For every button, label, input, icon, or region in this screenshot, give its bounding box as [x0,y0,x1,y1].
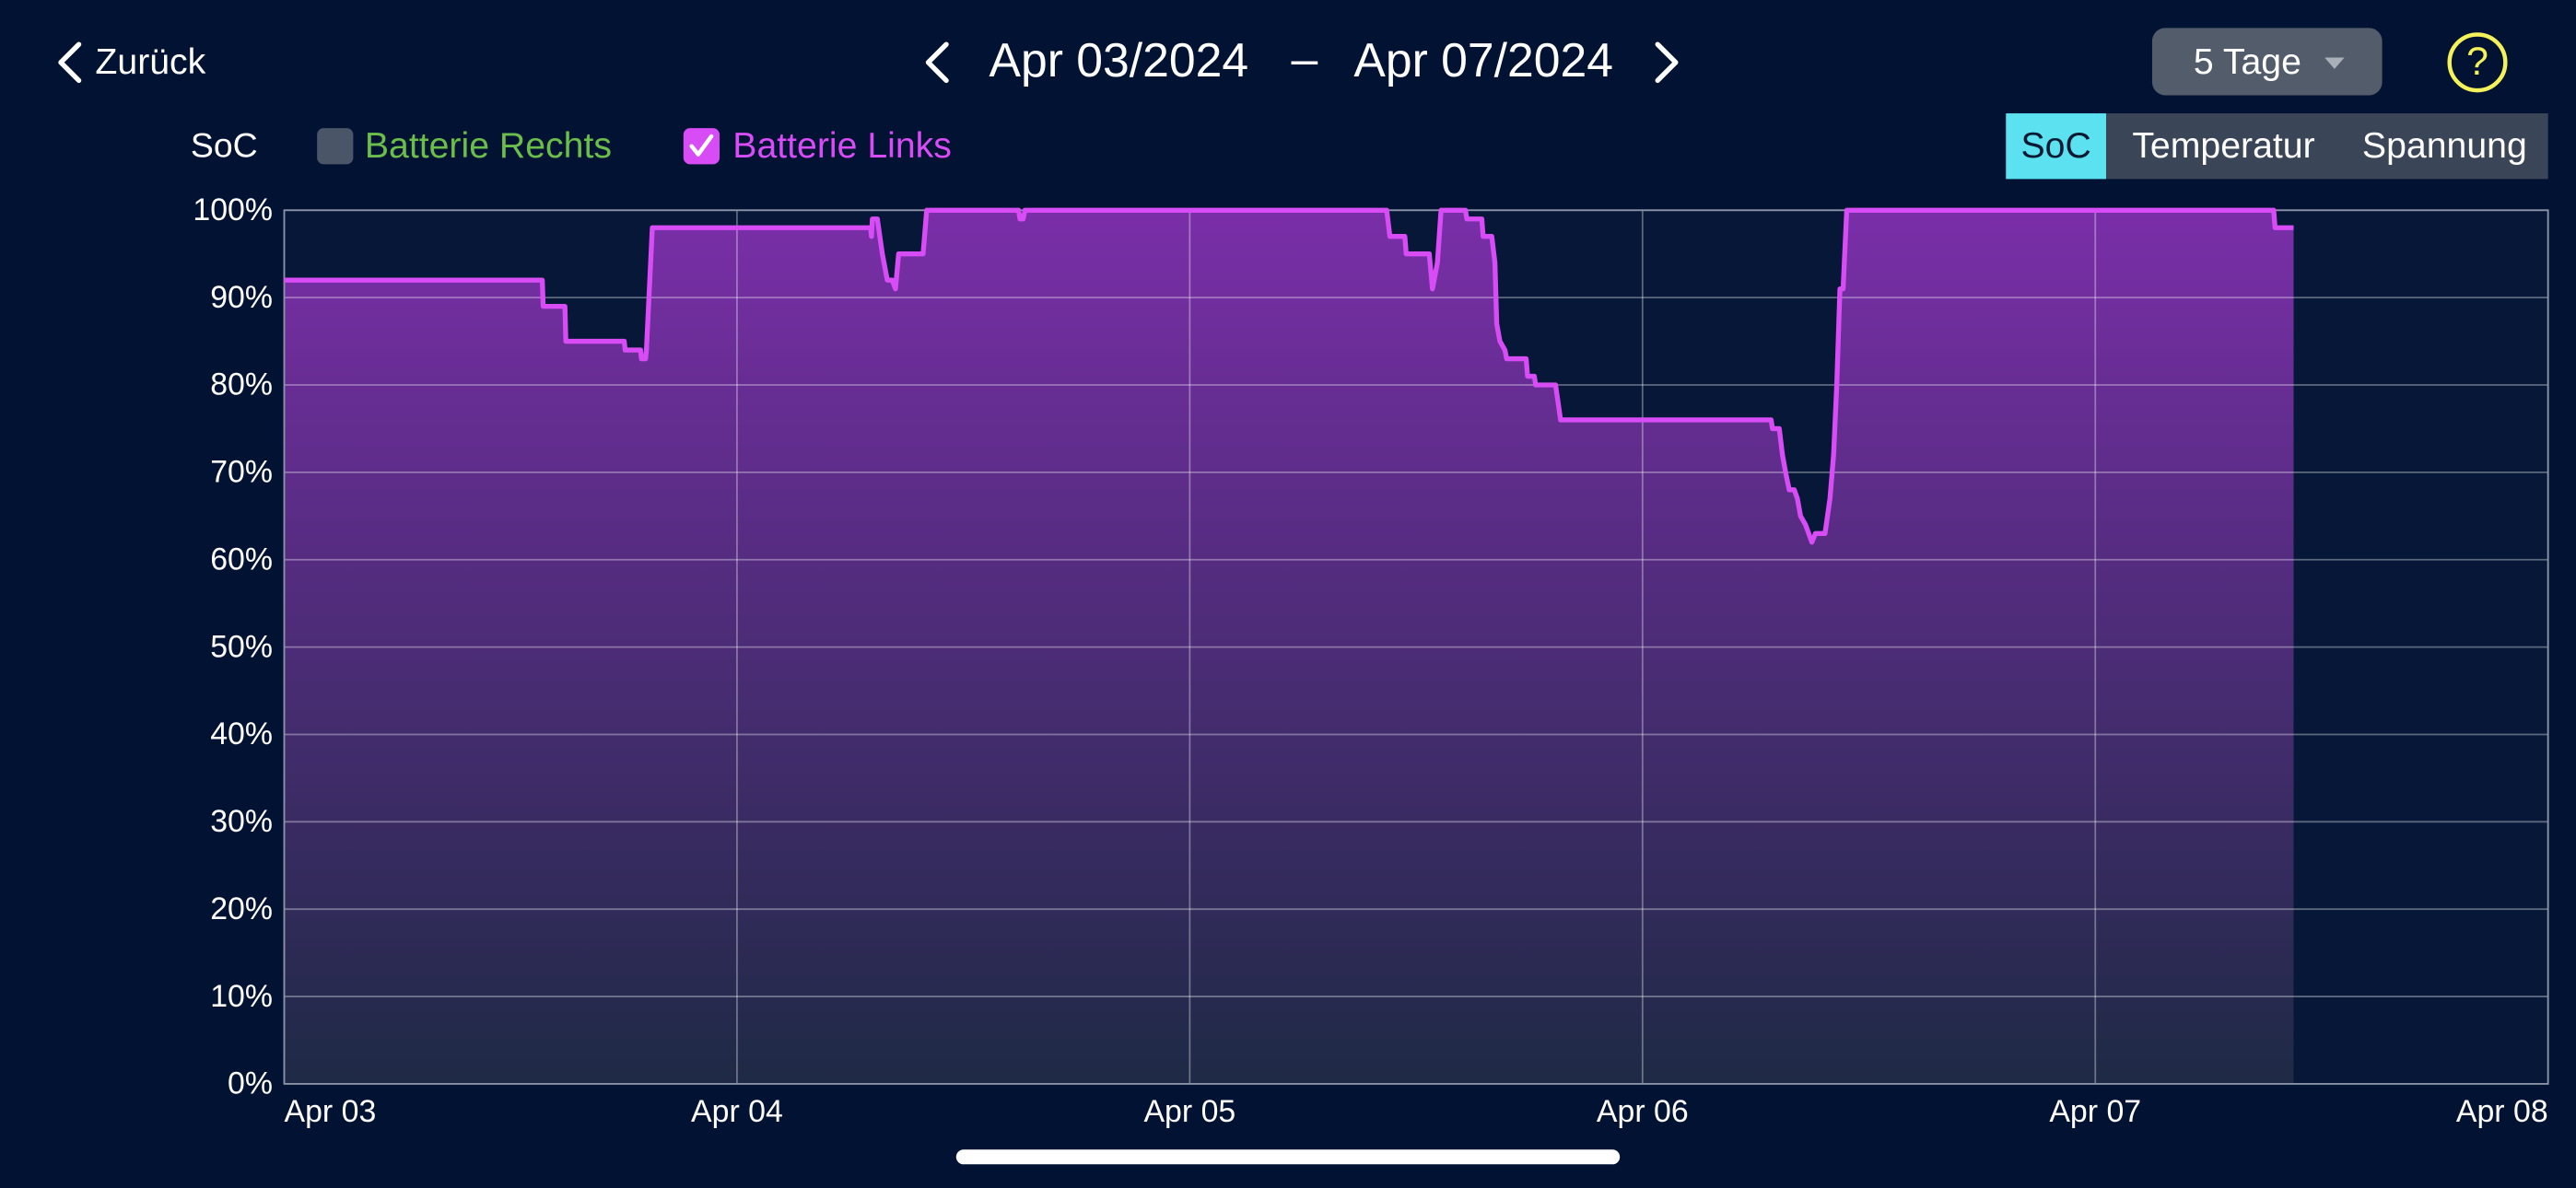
toggle-right-battery[interactable]: Batterie Rechts [317,125,612,166]
back-button[interactable]: Zurück [58,41,206,84]
back-chevron [58,41,82,84]
help-button[interactable]: ? [2447,32,2508,93]
period-label: 5 Tage [2194,41,2301,82]
plot: 0% 10% 20% 30% 40% 50% 60% 70% 80% 90% 100% Apr 03 A… [193,192,2549,1129]
tab[interactable]: SoC [2006,113,2107,180]
tab-label: Spannung [2362,125,2527,166]
x-tick-label: Apr 05 [1143,1094,1235,1129]
x-tick-label: Apr 04 [691,1094,783,1129]
tab-bg [2006,113,2107,180]
plot-border [283,209,2549,1085]
legend-label: Batterie Links [732,125,952,166]
tab[interactable]: Spannung [2341,113,2548,180]
checkbox [683,128,720,165]
period-dropdown[interactable]: 5 Tage [2151,28,2383,96]
y-tick-label: 50% [210,629,273,664]
x-tick-label: Apr 08 [2456,1094,2548,1129]
home-indicator [955,1149,1621,1165]
x-tick-label: Apr 03 [284,1094,376,1129]
y-tick-label: 10% [210,979,273,1014]
y-tick-label: 80% [210,367,273,402]
y-tick-label: 90% [210,280,273,315]
tab-label: SoC [2020,125,2090,166]
range-separator: – [1291,31,1317,85]
range-end: Apr 07/2024 [1353,33,1613,87]
x-tick-label: Apr 07 [2049,1094,2141,1129]
tab[interactable]: Temperatur [2106,113,2342,180]
y-tick-label: 70% [210,455,273,490]
next-range[interactable] [1655,41,1679,84]
tab-bg [2106,113,2342,180]
tab-bg [2341,113,2548,180]
back-label: Zurück [95,41,205,82]
y-tick-label: 60% [210,542,273,577]
y-tick-label: 20% [210,891,273,926]
dropdown-arrow [2324,57,2345,69]
range-start: Apr 03/2024 [989,33,1248,87]
tab-label: Temperatur [2132,125,2314,166]
y-tick-label: 100% [193,192,273,227]
y-tick-label: 40% [210,716,273,751]
checkbox [317,128,354,165]
legend-label: Batterie Rechts [365,125,612,166]
help-label: ? [2466,40,2488,84]
tab-bar: SoC Temperatur Spannung [2006,113,2548,180]
area-fill [284,210,2294,1084]
prev-range[interactable] [925,41,949,84]
checkmark [689,134,714,157]
y-tick-label: 0% [228,1066,273,1101]
help-circle [2447,32,2508,93]
toggle-left-battery[interactable]: Batterie Links [683,125,952,166]
soc-line [284,207,2294,545]
y-tick-label: 30% [210,804,273,839]
legend-title: SoC [191,125,258,164]
x-tick-label: Apr 06 [1597,1094,1689,1129]
dropdown-bg [2151,28,2383,96]
